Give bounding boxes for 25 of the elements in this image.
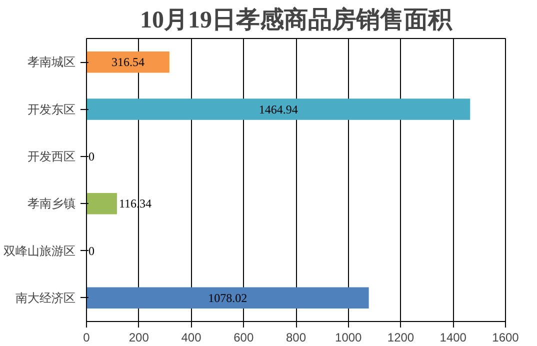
x-tick-label: 1600 [492, 330, 520, 344]
bar [86, 287, 369, 309]
bar [86, 192, 117, 214]
y-tick-label: 开发西区 [28, 149, 76, 164]
data-label: 1464.94 [258, 102, 298, 116]
y-tick-label: 孝南城区 [28, 55, 76, 70]
data-label: 0 [88, 244, 94, 258]
y-tick-label: 双峰山旅游区 [4, 244, 76, 258]
x-tick-label: 1200 [387, 330, 414, 344]
x-tick-label: 200 [128, 330, 150, 344]
y-tick-label: 孝南乡镇 [28, 196, 76, 211]
data-label: 1078.02 [208, 290, 248, 305]
x-tick-label: 400 [181, 330, 202, 344]
chart-title: 10月19日孝感商品房销售面积 [140, 6, 453, 34]
y-tick-label: 开发东区 [28, 102, 76, 116]
data-label: 0 [88, 149, 94, 164]
bar [86, 51, 170, 73]
x-tick-label: 1000 [335, 330, 362, 344]
y-tick-label: 南大经济区 [16, 290, 76, 305]
x-tick-label: 800 [286, 330, 306, 344]
bar [86, 98, 470, 120]
x-tick-label: 0 [83, 330, 90, 344]
x-tick-label: 600 [234, 330, 254, 344]
data-label: 316.54 [111, 55, 144, 70]
x-tick-label: 1400 [440, 330, 467, 344]
